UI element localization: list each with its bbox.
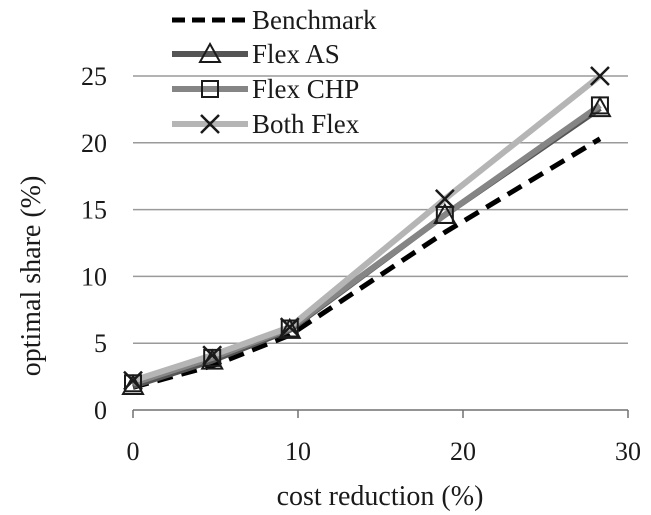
y-tick-label-25: 25 [81, 62, 107, 91]
data-point-flex-chp-0 [124, 374, 142, 393]
data-point-flex-chp-1 [203, 348, 222, 367]
data-point-flex-chp-4 [590, 96, 609, 115]
series-line-flex-as [132, 105, 602, 389]
x-tick-label-20: 20 [450, 437, 476, 466]
x-axis-title: cost reduction (%) [277, 481, 484, 512]
legend-marker-both-flex [200, 114, 220, 134]
y-tick-label-15: 15 [81, 196, 107, 225]
legend: Benchmark Flex AS Flex CHP Both Flex [172, 5, 377, 139]
data-point-flex-as-2 [278, 317, 302, 339]
data-point-both-flex-3 [434, 189, 455, 209]
legend-marker-flex-chp [201, 80, 219, 98]
axes [132, 409, 629, 418]
x-tick-label-10: 10 [285, 437, 311, 466]
legend-label-flex-chp: Flex CHP [252, 74, 359, 104]
data-point-flex-as-4 [588, 96, 612, 118]
x-tick-label-30: 30 [615, 437, 641, 466]
data-point-flex-chp-2 [280, 319, 299, 338]
y-tick-label-0: 0 [94, 396, 107, 425]
y-tick-label-5: 5 [94, 329, 107, 358]
y-tick-label-20: 20 [81, 129, 107, 158]
y-tick-label-10: 10 [81, 262, 107, 291]
legend-label-flex-as: Flex AS [252, 39, 340, 69]
legend-label-both-flex: Both Flex [252, 109, 360, 139]
data-point-flex-chp-3 [435, 205, 454, 224]
data-point-both-flex-1 [202, 345, 223, 366]
legend-label-benchmark: Benchmark [252, 5, 377, 35]
series-line-flex-chp [132, 102, 602, 387]
series-markers [121, 66, 612, 395]
data-point-both-flex-2 [279, 317, 300, 338]
data-point-both-flex-0 [123, 370, 143, 391]
tick-labels: 0 5 10 15 20 25 0 10 20 30 [81, 62, 641, 466]
x-tick-label-0: 0 [127, 437, 140, 466]
y-axis-title: optimal share (%) [16, 176, 47, 377]
series-line-benchmark [132, 136, 602, 390]
data-point-both-flex-4 [590, 66, 610, 86]
legend-marker-flex-as [198, 41, 222, 63]
